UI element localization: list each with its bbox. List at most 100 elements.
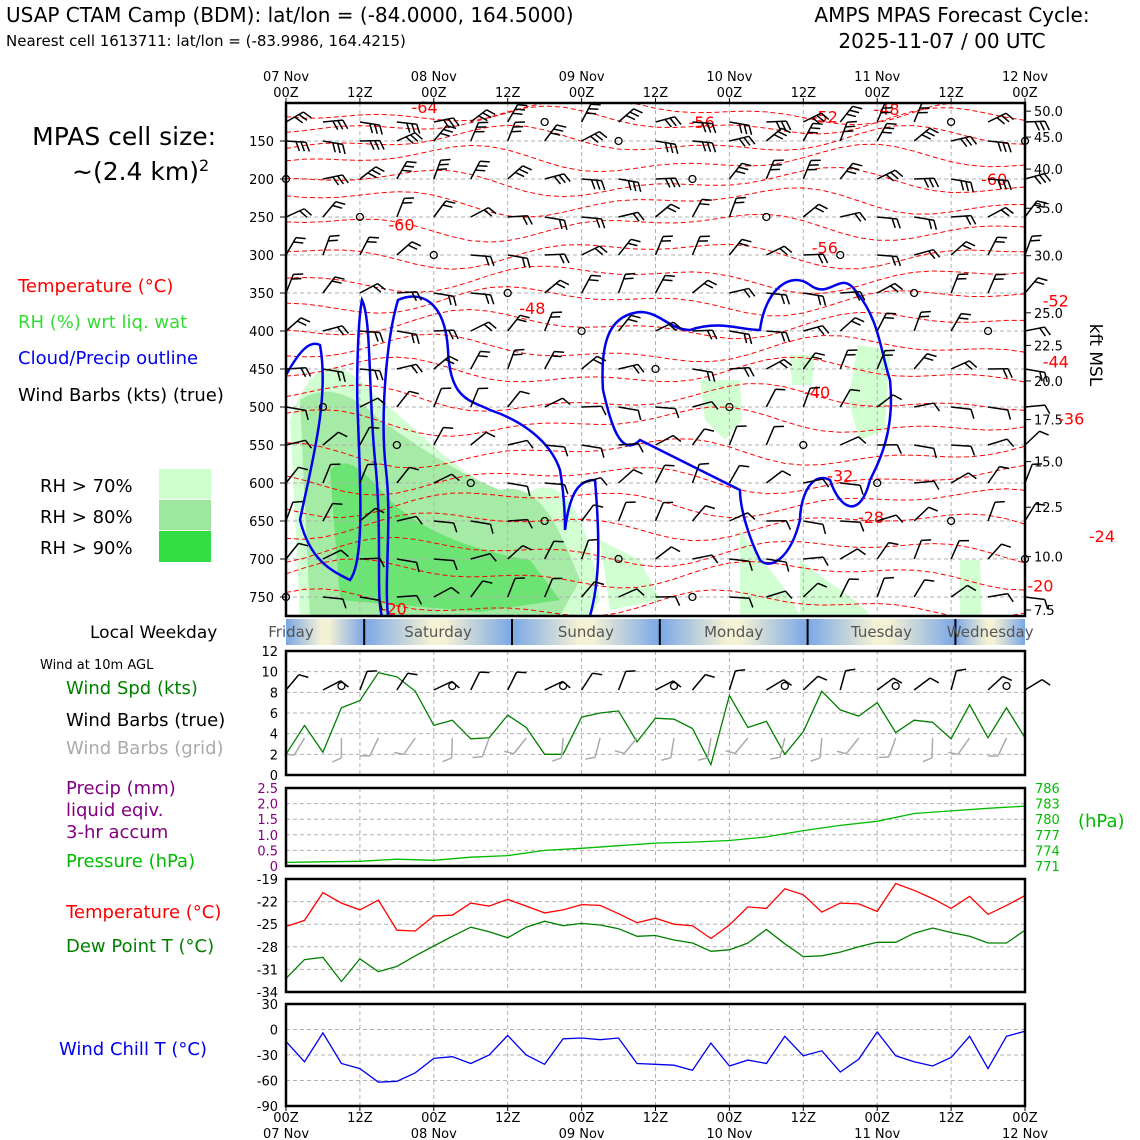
wind-barb bbox=[322, 200, 346, 218]
calm-wind-marker bbox=[688, 174, 697, 184]
wind-barb-staff bbox=[987, 675, 1004, 691]
wind-barb bbox=[691, 428, 715, 446]
wind-barb-staff bbox=[670, 737, 675, 758]
wind-barb bbox=[839, 436, 867, 446]
pressure-tick-label: 550 bbox=[249, 439, 274, 454]
wind-barb-staff bbox=[951, 406, 972, 411]
wind-barb bbox=[322, 140, 346, 155]
wind-barb-staff bbox=[618, 442, 639, 446]
wind-barb bbox=[839, 105, 863, 123]
wind-barb-feather bbox=[526, 258, 531, 269]
wind-barb-feather bbox=[961, 312, 971, 316]
wind-barb-feather bbox=[884, 576, 894, 579]
wind-barb-feather bbox=[474, 130, 485, 133]
wind-barb bbox=[396, 515, 423, 525]
wind-barb bbox=[359, 596, 383, 610]
wind-barb-staff bbox=[839, 578, 850, 598]
true-wind-barb bbox=[580, 672, 603, 691]
wind-barb-feather bbox=[623, 277, 634, 280]
wind-barb-feather bbox=[671, 546, 681, 553]
wind-barb bbox=[544, 444, 569, 457]
wind-barb bbox=[876, 514, 904, 523]
wind-barb bbox=[359, 557, 385, 568]
wind-barb-feather bbox=[896, 444, 903, 454]
wind-barb-staff bbox=[914, 402, 934, 408]
wind-barb-staff bbox=[507, 390, 521, 408]
wind-barb-staff bbox=[997, 737, 1008, 757]
wind-barb bbox=[544, 253, 570, 264]
wind-barb-feather bbox=[1007, 409, 1012, 420]
wind-barb-staff bbox=[655, 140, 676, 145]
wind-barb-feather bbox=[1002, 368, 1008, 379]
wind-barb-staff bbox=[913, 353, 928, 370]
wind-barb-feather bbox=[743, 137, 751, 146]
wind-barb-feather bbox=[594, 581, 605, 586]
panel-tick-label: -90 bbox=[257, 1100, 278, 1115]
wind-barb-feather bbox=[892, 677, 903, 684]
wind-barb-feather bbox=[734, 201, 745, 204]
wind-barb-feather bbox=[738, 123, 743, 134]
wind-barb-feather bbox=[959, 539, 970, 542]
wind-barb-feather bbox=[475, 169, 486, 172]
wind-barb bbox=[507, 165, 533, 180]
temperature-contour-label: -28 bbox=[858, 508, 884, 527]
wind-barb-feather bbox=[997, 179, 1003, 190]
wind-barb-feather bbox=[369, 236, 380, 239]
wind-barb bbox=[396, 594, 423, 605]
wind-barb bbox=[729, 135, 756, 147]
wind-barb-staff bbox=[839, 436, 859, 446]
wind-barb-staff bbox=[876, 514, 897, 522]
wind-barb bbox=[544, 216, 568, 230]
wind-barb-feather bbox=[919, 315, 930, 318]
wind-barb-feather bbox=[738, 166, 749, 171]
wind-barb-feather bbox=[926, 353, 937, 358]
wind-barb-feather bbox=[592, 672, 603, 676]
wind-barb bbox=[543, 350, 565, 370]
true-wind-barb bbox=[1024, 678, 1051, 691]
wind-panel: 0 2 4 6 8 10 12 bbox=[261, 645, 1051, 784]
panel-tick-label: 0.5 bbox=[257, 844, 278, 859]
wind-barb bbox=[913, 127, 939, 142]
wind-barb-feather bbox=[373, 124, 379, 135]
wind-barb bbox=[729, 287, 756, 298]
wind-barb-feather bbox=[748, 597, 754, 608]
wind-barb-staff bbox=[594, 737, 601, 758]
top-hour-label: 00Z bbox=[1012, 86, 1038, 101]
wind-barb bbox=[802, 386, 821, 408]
wind-barb-feather bbox=[342, 119, 349, 130]
wind-barb bbox=[839, 162, 863, 180]
wind-barb-staff bbox=[987, 592, 1008, 598]
wind-barb-feather bbox=[632, 365, 640, 374]
wind-barb-staff bbox=[655, 406, 676, 410]
wind-barb bbox=[876, 541, 899, 560]
wind-barb-staff bbox=[322, 174, 343, 180]
wind-barb bbox=[285, 317, 311, 332]
wind-barb-feather bbox=[929, 127, 939, 134]
wind-barb-staff bbox=[765, 388, 777, 408]
wind-barb-feather bbox=[338, 431, 348, 438]
wind-barb-staff bbox=[876, 312, 888, 332]
wind-barb-feather bbox=[779, 247, 788, 256]
wind-barb bbox=[470, 431, 496, 446]
wind-barb-feather bbox=[550, 132, 561, 136]
wind-barb-feather bbox=[967, 584, 977, 592]
wind-barb-feather bbox=[664, 464, 675, 467]
wind-barb-staff bbox=[285, 542, 300, 560]
wind-barb-feather bbox=[625, 272, 636, 275]
wind-barb-feather bbox=[661, 757, 672, 762]
wind-barb-staff bbox=[470, 351, 481, 370]
wind-barb-feather bbox=[1039, 430, 1049, 436]
legend-rh80-swatch bbox=[159, 500, 211, 530]
wind-barb-feather bbox=[1041, 678, 1051, 686]
wind-barb-feather bbox=[337, 120, 344, 130]
wind-barb bbox=[691, 505, 716, 522]
wind-barb-feather bbox=[374, 370, 379, 381]
bottom-date-label: 10 Nov bbox=[706, 1127, 752, 1140]
wind-barb-feather bbox=[404, 197, 415, 200]
top-hour-label: 00Z bbox=[717, 86, 743, 101]
wind-barb-feather bbox=[341, 144, 346, 155]
wind-barb bbox=[433, 117, 460, 129]
wind-barb-feather bbox=[817, 675, 828, 681]
wind-barb-staff bbox=[1024, 678, 1043, 691]
wind-barb-staff bbox=[654, 502, 664, 522]
